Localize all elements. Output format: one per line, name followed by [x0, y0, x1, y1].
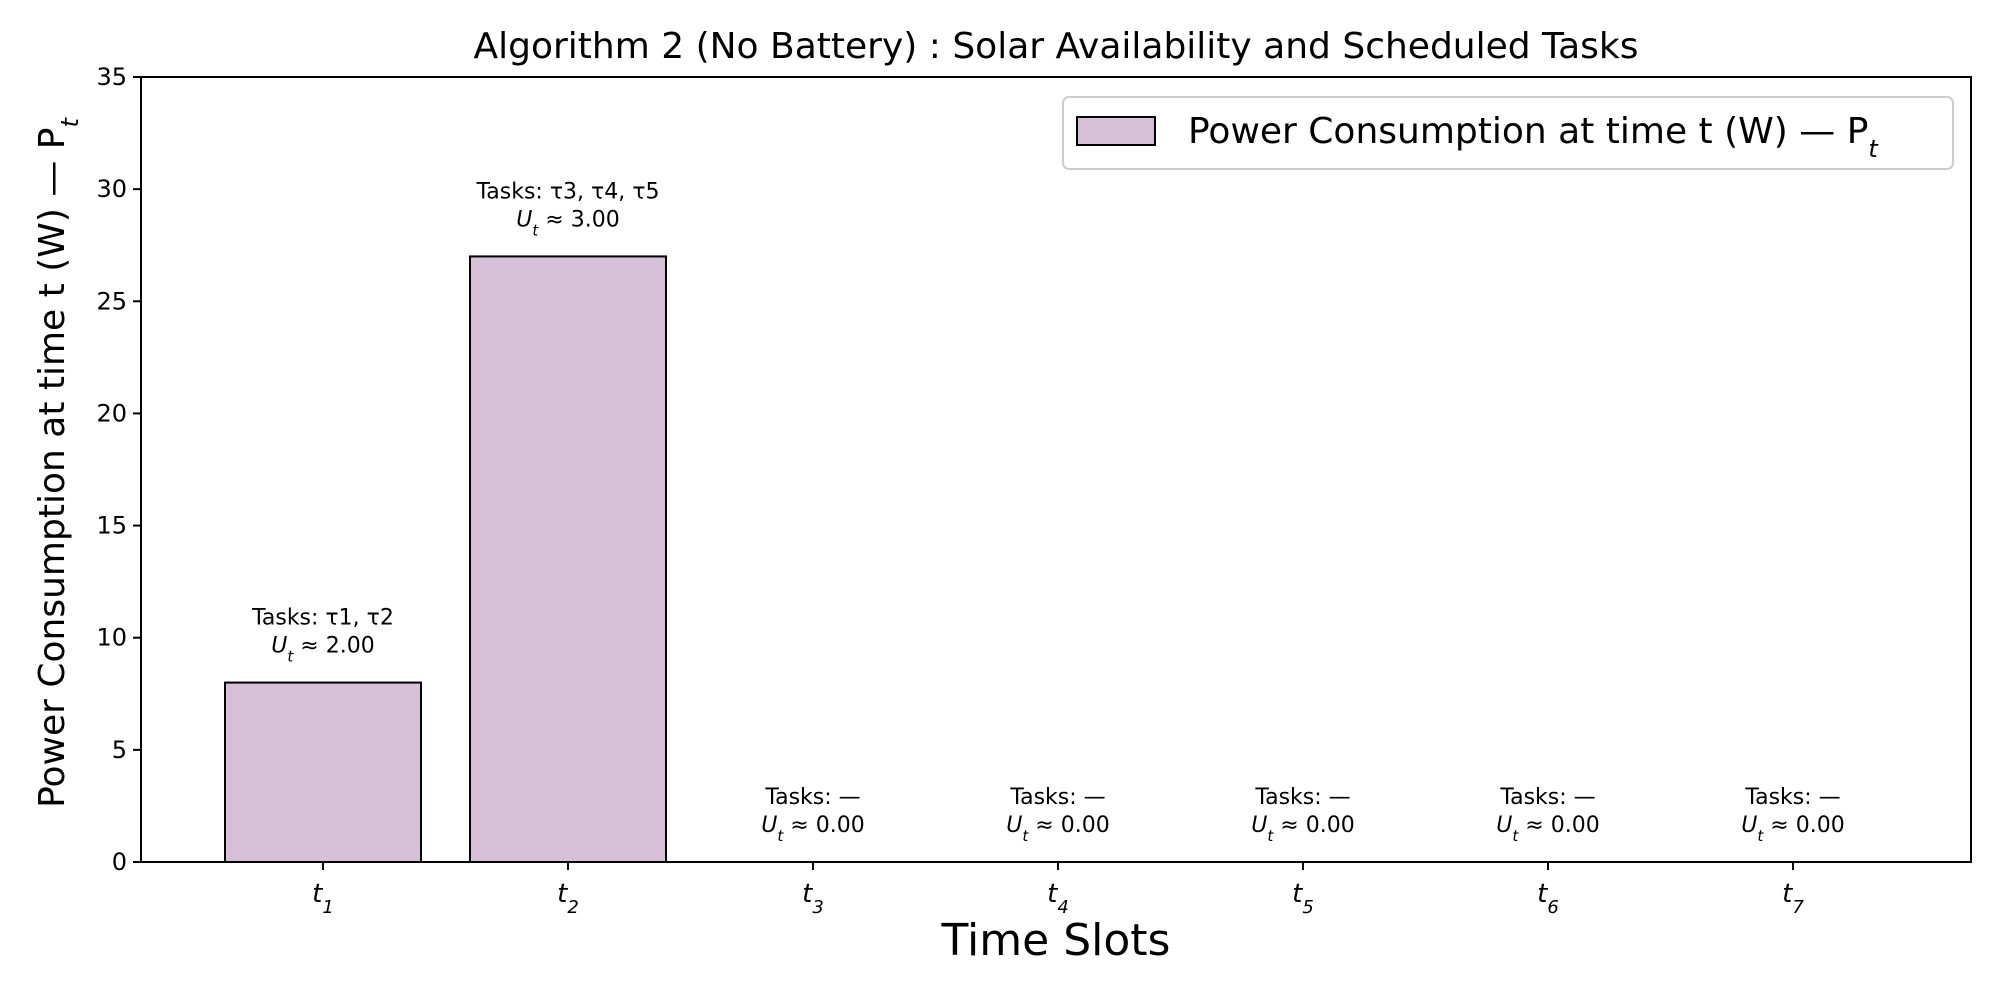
- y-tick-label: 30: [96, 175, 127, 203]
- y-axis-label: Power Consumption at time t (W) — Pt: [32, 117, 84, 808]
- legend-swatch: [1076, 116, 1156, 146]
- annotation-tasks-5: Tasks: —: [1254, 785, 1350, 810]
- x-axis-label: Time Slots: [941, 915, 1171, 966]
- annotation-util-5: Ut ≈ 0.00: [1251, 813, 1354, 845]
- x-tick-label-7: t7: [1782, 879, 1804, 918]
- bar-1: [224, 681, 422, 863]
- bar-2: [469, 255, 667, 863]
- x-tick-label-2: t2: [557, 879, 579, 918]
- annotation-util-2: Ut ≈ 3.00: [516, 207, 619, 239]
- legend-label-sub: t: [1868, 135, 1879, 163]
- x-tick-label-4: t4: [1047, 879, 1069, 918]
- y-tick-label: 10: [96, 624, 127, 652]
- legend: Power Consumption at time t (W) — Pt: [1062, 96, 1954, 170]
- annotation-tasks-2: Tasks: τ3, τ4, τ5: [475, 179, 659, 204]
- y-axis-label-text: Power Consumption at time t (W) — P: [32, 128, 73, 808]
- annotation-util-3: Ut ≈ 0.00: [761, 813, 864, 845]
- annotation-tasks-6: Tasks: —: [1499, 785, 1595, 810]
- annotation-util-4: Ut ≈ 0.00: [1006, 813, 1109, 845]
- annotation-util-6: Ut ≈ 0.00: [1496, 813, 1599, 845]
- x-tick-label-1: t1: [312, 879, 334, 918]
- annotation-util-7: Ut ≈ 0.00: [1741, 813, 1844, 845]
- y-tick-label: 20: [96, 399, 127, 427]
- svg-text:Power Consumption at time t (W: Power Consumption at time t (W) — Pt: [32, 117, 84, 808]
- y-axis: 0 5 10 15 20 25 30 35: [96, 63, 141, 876]
- y-tick-label: 25: [96, 287, 127, 315]
- annotation-tasks-3: Tasks: —: [764, 785, 860, 810]
- y-axis-label-sub: t: [56, 117, 84, 128]
- plot-frame: [140, 76, 1972, 863]
- y-tick-label: 5: [112, 736, 127, 764]
- annotation-tasks-7: Tasks: —: [1744, 785, 1840, 810]
- x-axis: t1 t2 t3 t4 t5 t6 t7: [312, 862, 1804, 918]
- y-tick-label: 15: [96, 512, 127, 540]
- legend-label: Power Consumption at time t (W) — P: [1188, 111, 1868, 152]
- annotation-tasks-1: Tasks: τ1, τ2: [251, 606, 394, 631]
- chart-title: Algorithm 2 (No Battery) : Solar Availab…: [473, 26, 1638, 67]
- svg-text:Power Consumption at time t (W: Power Consumption at time t (W) — Pt: [1188, 111, 1879, 163]
- annotation-tasks-4: Tasks: —: [1009, 785, 1105, 810]
- x-tick-label-3: t3: [802, 879, 824, 918]
- y-tick-label: 0: [112, 848, 127, 876]
- x-tick-label-5: t5: [1292, 879, 1314, 918]
- bars-group: [224, 255, 667, 863]
- annotations-group: Tasks: τ1, τ2 Ut ≈ 2.00 Tasks: τ3, τ4, τ5 U…: [251, 179, 1845, 845]
- x-tick-label-6: t6: [1537, 879, 1559, 918]
- annotation-util-1: Ut ≈ 2.00: [271, 634, 374, 666]
- legend-box: [1062, 96, 1954, 170]
- y-tick-label: 35: [96, 63, 127, 91]
